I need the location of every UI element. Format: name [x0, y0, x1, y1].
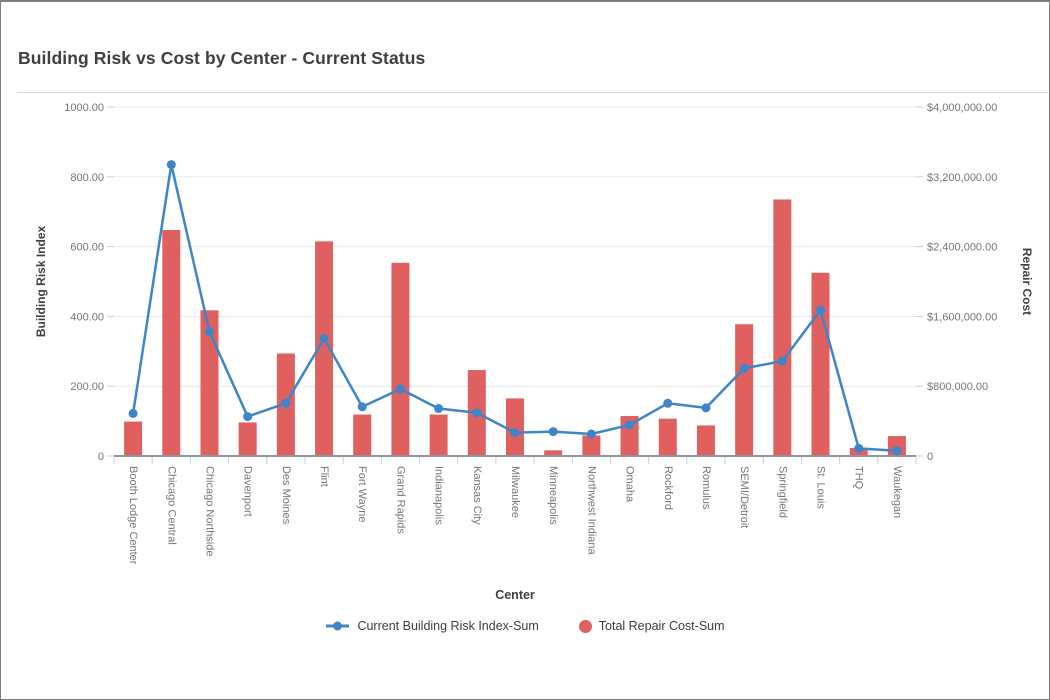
line-dot-icon — [326, 621, 350, 631]
risk-index-point[interactable] — [663, 398, 673, 408]
y-right-tick-label: $800,000.00 — [927, 381, 988, 393]
bar-total-repair-cost[interactable] — [696, 425, 715, 456]
risk-index-point[interactable] — [892, 446, 902, 456]
x-category-label: Chicago Northside — [203, 466, 215, 557]
legend-item-cost-bar[interactable]: Total Repair Cost-Sum — [578, 619, 725, 633]
risk-index-point[interactable] — [739, 363, 749, 373]
x-category-label: THQ — [853, 466, 865, 490]
circle-icon — [578, 619, 592, 633]
chart-legend: Current Building Risk Index-Sum Total Re… — [1, 619, 1049, 633]
risk-index-point[interactable] — [434, 404, 444, 414]
y-right-tick-label: 0 — [927, 451, 933, 463]
y-left-tick-label: 1000.00 — [64, 102, 104, 114]
y-left-tick-label: 200.00 — [70, 381, 104, 393]
x-category-label: Flint — [318, 466, 330, 487]
risk-index-point[interactable] — [204, 327, 214, 337]
x-category-label: SEMI/Detroit — [738, 466, 750, 528]
risk-index-point[interactable] — [625, 420, 635, 430]
y-left-axis-title: Building Risk Index — [34, 226, 48, 338]
bar-total-repair-cost[interactable] — [353, 414, 372, 456]
bar-total-repair-cost[interactable] — [200, 310, 219, 456]
x-category-label: Waukegan — [891, 466, 903, 518]
risk-index-point[interactable] — [548, 427, 558, 437]
bar-total-repair-cost[interactable] — [544, 450, 563, 456]
risk-index-point[interactable] — [357, 402, 367, 412]
chart-title: Building Risk vs Cost by Center - Curren… — [18, 48, 426, 68]
bar-total-repair-cost[interactable] — [315, 241, 334, 456]
bar-total-repair-cost[interactable] — [391, 262, 410, 456]
y-right-tick-label: $4,000,000.00 — [927, 102, 997, 114]
x-category-label: Springfield — [776, 466, 788, 518]
x-category-label: Rockford — [662, 466, 674, 510]
y-left-tick-label: 400.00 — [70, 311, 104, 323]
risk-index-point[interactable] — [281, 398, 291, 408]
risk-index-point[interactable] — [243, 412, 253, 422]
risk-index-point[interactable] — [854, 443, 864, 453]
x-category-label: Grand Rapids — [394, 466, 406, 534]
risk-index-point[interactable] — [128, 408, 138, 418]
x-axis-title: Center — [495, 588, 535, 602]
bar-total-repair-cost[interactable] — [735, 324, 754, 456]
x-category-label: Minneapolis — [547, 466, 559, 525]
x-category-label: Northwest Indiana — [585, 466, 597, 556]
bar-total-repair-cost[interactable] — [124, 421, 143, 456]
legend-label-risk: Current Building Risk Index-Sum — [357, 619, 539, 633]
risk-index-point[interactable] — [510, 428, 520, 438]
x-category-label: Indianapolis — [433, 466, 445, 525]
x-category-label: Des Moines — [280, 466, 292, 525]
risk-index-point[interactable] — [472, 408, 482, 418]
x-category-label: Kansas City — [471, 466, 483, 525]
y-right-tick-label: $1,600,000.00 — [927, 311, 997, 323]
bar-total-repair-cost[interactable] — [582, 435, 601, 456]
bar-total-repair-cost[interactable] — [658, 418, 677, 456]
bar-total-repair-cost[interactable] — [773, 199, 792, 457]
y-left-tick-label: 600.00 — [70, 242, 104, 254]
legend-item-risk-line[interactable]: Current Building Risk Index-Sum — [325, 619, 539, 633]
y-right-tick-label: $2,400,000.00 — [927, 242, 997, 254]
risk-index-point[interactable] — [701, 403, 711, 413]
risk-index-point[interactable] — [586, 429, 596, 439]
y-left-tick-label: 0 — [98, 451, 104, 463]
title-divider — [17, 92, 1048, 93]
bar-total-repair-cost[interactable] — [811, 272, 830, 456]
x-category-label: Fort Wayne — [356, 466, 368, 522]
legend-label-cost: Total Repair Cost-Sum — [598, 619, 725, 633]
bar-total-repair-cost[interactable] — [506, 398, 524, 456]
risk-index-point[interactable] — [816, 305, 826, 315]
bar-total-repair-cost[interactable] — [238, 422, 257, 456]
x-category-label: Chicago Central — [165, 466, 177, 545]
x-category-label: Booth Lodge Center — [127, 466, 139, 565]
risk-index-point[interactable] — [777, 356, 787, 366]
bar-total-repair-cost[interactable] — [162, 230, 181, 456]
bar-total-repair-cost[interactable] — [429, 414, 448, 456]
risk-index-point[interactable] — [319, 333, 329, 343]
x-category-label: Davenport — [242, 466, 254, 517]
risk-index-point[interactable] — [166, 160, 176, 170]
y-left-tick-label: 800.00 — [70, 172, 104, 184]
y-right-axis-title: Repair Cost — [1020, 248, 1034, 315]
x-category-label: Romulus — [700, 466, 712, 510]
x-category-label: St. Louis — [815, 466, 827, 509]
x-category-label: Omaha — [624, 466, 636, 503]
y-right-tick-label: $3,200,000.00 — [927, 172, 997, 184]
x-category-label: Milwaukee — [509, 466, 521, 518]
risk-index-point[interactable] — [395, 384, 405, 394]
